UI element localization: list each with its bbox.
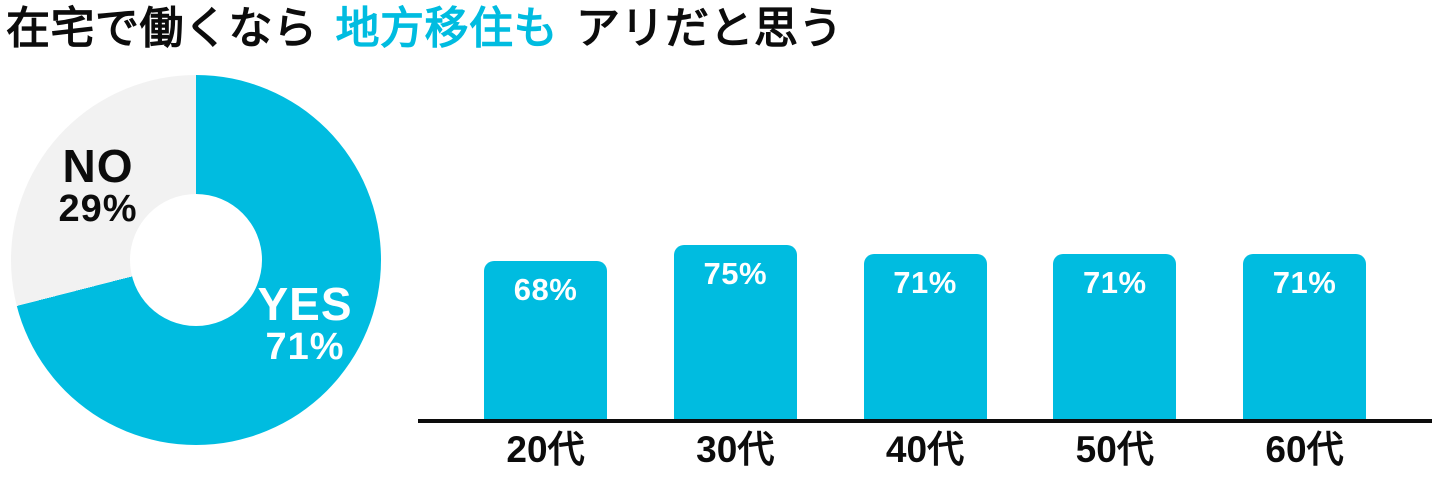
bar-value-label: 68% [513,272,578,307]
no-slice-label: NO [62,140,134,192]
donut-chart-wrap: NO 29% YES 71% [11,75,381,445]
title-part-2: アリだと思う [576,4,843,53]
yes-slice-value: 71% [265,325,345,368]
bar-value-label: 75% [703,256,768,291]
bar-30代: 75% [673,245,797,421]
page-title: 在宅で働くなら 地方移住も アリだと思う [6,0,843,58]
title-accent: 地方移住も [335,4,558,53]
donut-hole [130,194,262,326]
bar-category-label: 30代 [696,429,775,470]
yes-slice-label: YES [257,278,353,330]
x-axis-line [418,419,1432,423]
donut-label-no: NO 29% [28,143,168,229]
bar-60代: 71% [1243,254,1366,421]
bar-value-label: 71% [893,265,957,300]
no-slice-value: 29% [58,187,138,230]
bar-category-label: 50代 [1075,429,1154,470]
bar-category-label: 60代 [1265,429,1344,470]
bar-value-label: 71% [1272,265,1337,300]
bar-category-label: 40代 [885,429,965,470]
bar-40代: 71% [863,254,987,421]
bar-chart-bars: 68% 75% 71% 71% 71% [484,121,1366,421]
donut-label-yes: YES 71% [235,281,375,367]
bar-category-label: 20代 [506,429,585,470]
bar-20代: 68% [484,261,607,421]
bar-50代: 71% [1053,254,1177,421]
bar-value-label: 71% [1082,265,1147,300]
bar-chart: 68% 75% 71% 71% 71% 20代 30代 40代 50代 60代 [418,0,1432,481]
title-part-1: 在宅で働くなら [6,4,318,53]
bar-chart-categories: 20代 30代 40代 50代 60代 [484,431,1366,468]
